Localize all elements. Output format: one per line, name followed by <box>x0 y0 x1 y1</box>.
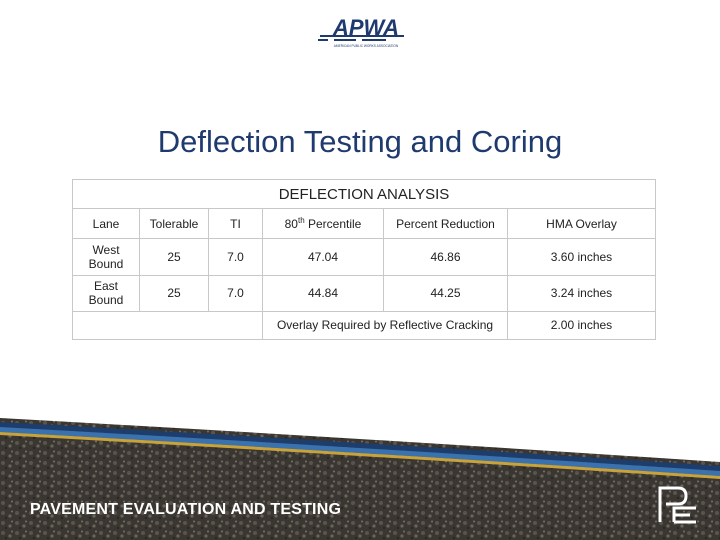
header-lane: Lane <box>72 208 140 240</box>
pe-logo-icon <box>658 486 696 524</box>
cell-hma-overlay: 3.24 inches <box>507 274 656 312</box>
apwa-logo-tagline: AMERICAN PUBLIC WORKS ASSOCIATION <box>334 44 399 48</box>
cell-lane: East Bound <box>72 274 140 312</box>
cell-hma-overlay: 3.60 inches <box>507 238 656 276</box>
deflection-table: DEFLECTION ANALYSIS Lane Tolerable TI 80… <box>72 178 656 341</box>
table-row: West Bound 25 7.0 47.04 46.86 3.60 inche… <box>72 238 656 276</box>
cell-percentile: 47.04 <box>262 238 384 276</box>
cell-tolerable: 25 <box>139 238 209 276</box>
summary-value: 2.00 inches <box>507 310 656 341</box>
cell-percent-reduction: 44.25 <box>383 274 508 312</box>
header-ti: TI <box>208 208 263 240</box>
header-hma-overlay: HMA Overlay <box>507 208 656 240</box>
cell-percentile: 44.84 <box>262 274 384 312</box>
cell-lane: West Bound <box>72 238 140 276</box>
cell-percent-reduction: 46.86 <box>383 238 508 276</box>
header-tolerable: Tolerable <box>139 208 209 240</box>
slide-title: Deflection Testing and Coring <box>157 124 563 159</box>
table-row: East Bound 25 7.0 44.84 44.25 3.24 inche… <box>72 274 656 312</box>
table-header-row: Lane Tolerable TI 80th Percentile Percen… <box>72 208 656 240</box>
table-caption: DEFLECTION ANALYSIS <box>72 178 656 210</box>
pavement-background <box>0 418 720 540</box>
summary-spacer <box>72 311 263 341</box>
apwa-logo: APWA AMERICAN PUBLIC WORKS ASSOCIATION <box>318 14 408 48</box>
header-percentile: 80th Percentile <box>262 208 384 240</box>
footer-title: PAVEMENT EVALUATION AND TESTING <box>30 501 342 518</box>
cell-ti: 7.0 <box>208 238 263 276</box>
header-percent-reduction: Percent Reduction <box>383 208 508 240</box>
cell-ti: 7.0 <box>208 274 263 312</box>
cell-tolerable: 25 <box>139 274 209 312</box>
summary-row: Overlay Required by Reflective Cracking … <box>72 310 656 341</box>
summary-label: Overlay Required by Reflective Cracking <box>262 310 508 341</box>
